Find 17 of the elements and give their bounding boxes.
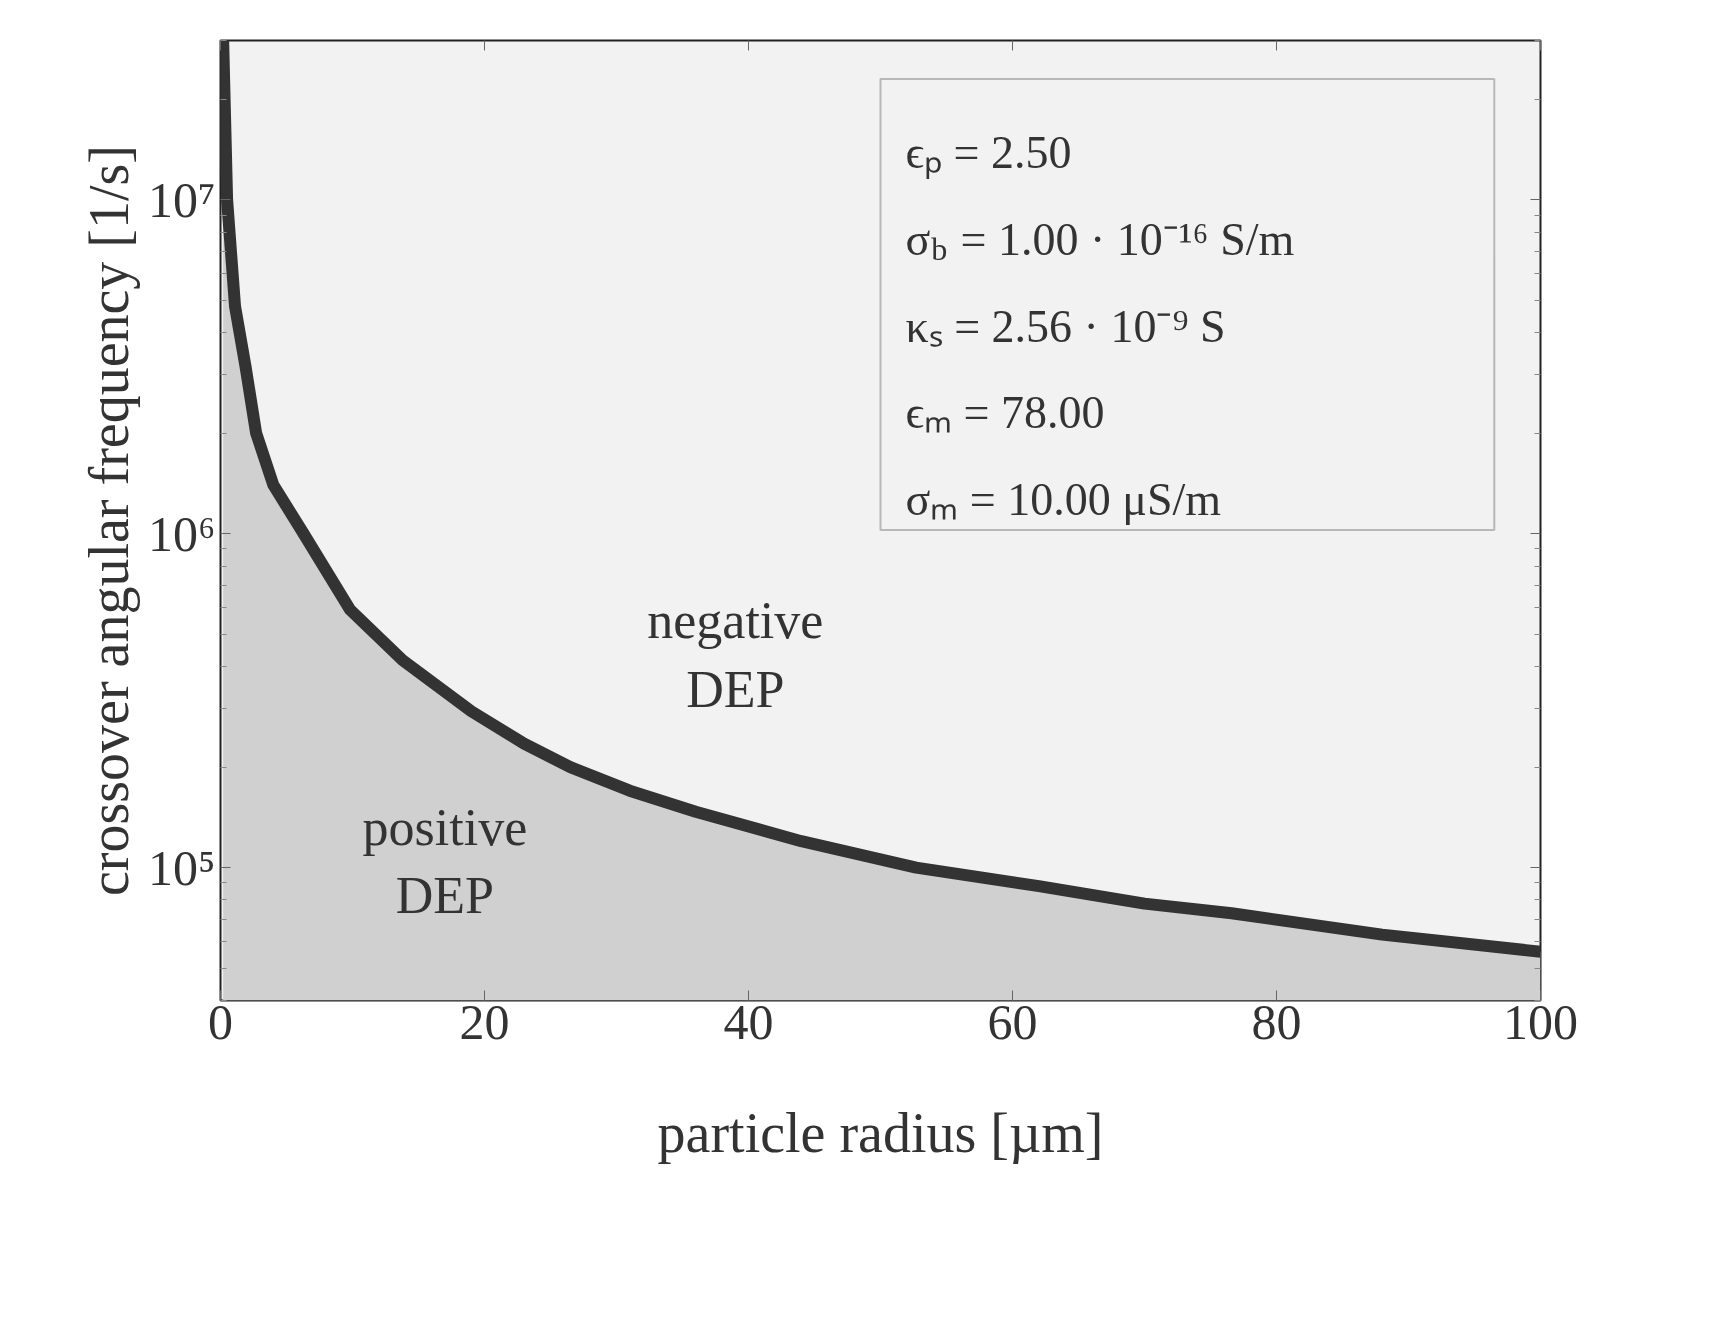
annotation: ϵₚ = 2.50: [905, 127, 1072, 181]
annotation: κₛ = 2.56 · 10⁻⁹ S: [905, 300, 1226, 352]
x-tick-label: 20: [459, 993, 510, 1050]
y-tick-label: 10⁶: [148, 505, 216, 562]
annotation: σₘ = 10.00 μS/m: [905, 474, 1222, 526]
x-axis-title: particle radius [µm]: [657, 1101, 1104, 1164]
x-tick-label: 100: [1503, 993, 1578, 1050]
x-tick-label: 60: [987, 993, 1038, 1050]
annotation: negative DEP: [647, 592, 824, 718]
annotation: ϵₘ = 78.00: [905, 387, 1105, 439]
annotation: positive DEP: [362, 798, 528, 924]
x-tick-label: 40: [723, 993, 774, 1050]
y-axis-title: crossover angular frequency [1/s]: [78, 144, 141, 897]
x-tick-label: 80: [1251, 993, 1302, 1050]
x-tick-label: 0: [208, 993, 233, 1050]
y-tick-label: 10⁷: [148, 171, 216, 228]
y-tick-label: 10⁵: [148, 839, 216, 896]
